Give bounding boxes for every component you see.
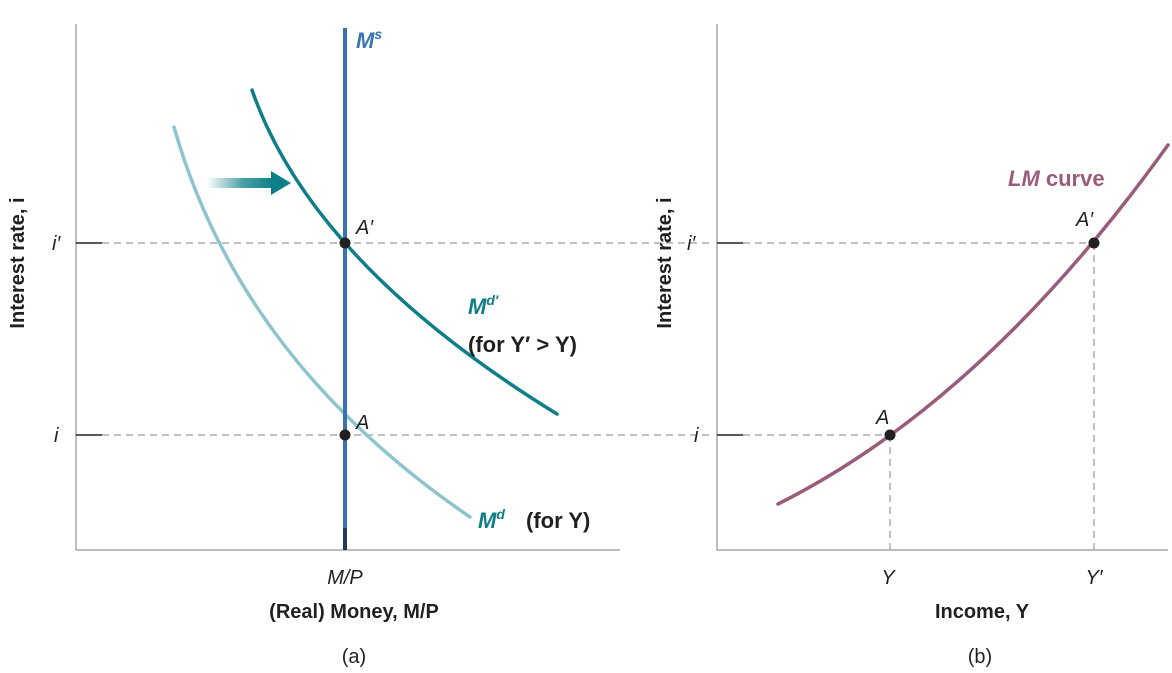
panel-b-axes bbox=[716, 24, 1168, 551]
money-demand-label: Md bbox=[478, 506, 505, 533]
panel-a: A′ A i′ i M/P (Real) Money, M/P Interest… bbox=[7, 24, 710, 668]
money-demand-curve bbox=[172, 125, 472, 519]
panel-b-y-axis-label: Interest rate, i bbox=[654, 197, 676, 328]
panel-a-xtick-label: M/P bbox=[327, 567, 363, 589]
panel-a-ytick-lower-label: i bbox=[54, 425, 59, 447]
lm-curve-label: LM curve bbox=[1008, 166, 1105, 191]
point-a bbox=[884, 429, 896, 441]
money-demand-note: (for Y) bbox=[526, 508, 590, 533]
panel-b: A A′ i′ i Y Y′ Income, Y Interest rate, … bbox=[654, 24, 1170, 668]
panel-b-ytick-upper-label: i′ bbox=[687, 233, 696, 255]
panel-b-xtick-y-prime-label: Y′ bbox=[1085, 567, 1103, 589]
point-a-label: A bbox=[875, 407, 889, 429]
point-a bbox=[339, 429, 351, 441]
money-demand-shifted-curve bbox=[250, 88, 559, 416]
money-demand-shifted-note: (for Y′ > Y) bbox=[468, 332, 577, 357]
panel-b-xtick-y-label: Y bbox=[881, 567, 896, 589]
money-supply-label: Ms bbox=[356, 26, 382, 53]
panel-a-y-axis-label: Interest rate, i bbox=[7, 197, 29, 328]
point-a-prime bbox=[339, 237, 351, 249]
shift-arrow-icon bbox=[207, 171, 291, 195]
lm-curve bbox=[776, 143, 1170, 506]
point-a-prime bbox=[1088, 237, 1100, 249]
panel-a-ytick-upper-label: i′ bbox=[52, 233, 61, 255]
panel-b-caption: (b) bbox=[968, 646, 992, 668]
panel-a-caption: (a) bbox=[342, 646, 366, 668]
point-a-prime-label: A′ bbox=[355, 217, 374, 239]
point-a-prime-label: A′ bbox=[1075, 209, 1094, 231]
panel-a-axes bbox=[75, 24, 620, 551]
panel-b-ytick-lower-label: i bbox=[694, 425, 699, 447]
panel-b-x-axis-label: Income, Y bbox=[935, 601, 1030, 623]
money-demand-shifted-label: Md′ bbox=[468, 292, 499, 319]
point-a-label: A bbox=[355, 412, 369, 434]
panel-a-x-axis-label: (Real) Money, M/P bbox=[269, 601, 439, 623]
